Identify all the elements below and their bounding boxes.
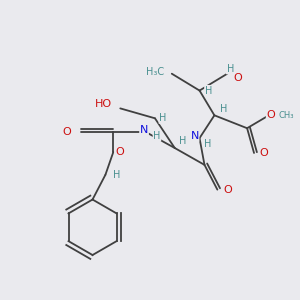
Text: H: H	[204, 139, 211, 149]
Text: H: H	[179, 136, 186, 146]
Text: O: O	[234, 73, 243, 83]
Text: H: H	[113, 170, 121, 180]
Text: CH₃: CH₃	[279, 111, 295, 120]
Text: H: H	[205, 85, 212, 96]
Text: HO: HO	[95, 99, 112, 110]
Text: N: N	[190, 131, 199, 141]
Text: O: O	[115, 147, 124, 157]
Text: H: H	[220, 104, 227, 114]
Text: H: H	[159, 113, 167, 123]
Text: O: O	[223, 184, 232, 195]
Text: H: H	[153, 131, 161, 141]
Text: O: O	[266, 110, 275, 120]
Text: H: H	[226, 64, 234, 74]
Text: O: O	[260, 148, 268, 158]
Text: N: N	[140, 125, 148, 135]
Text: O: O	[62, 127, 71, 137]
Text: H₃C: H₃C	[146, 67, 164, 77]
